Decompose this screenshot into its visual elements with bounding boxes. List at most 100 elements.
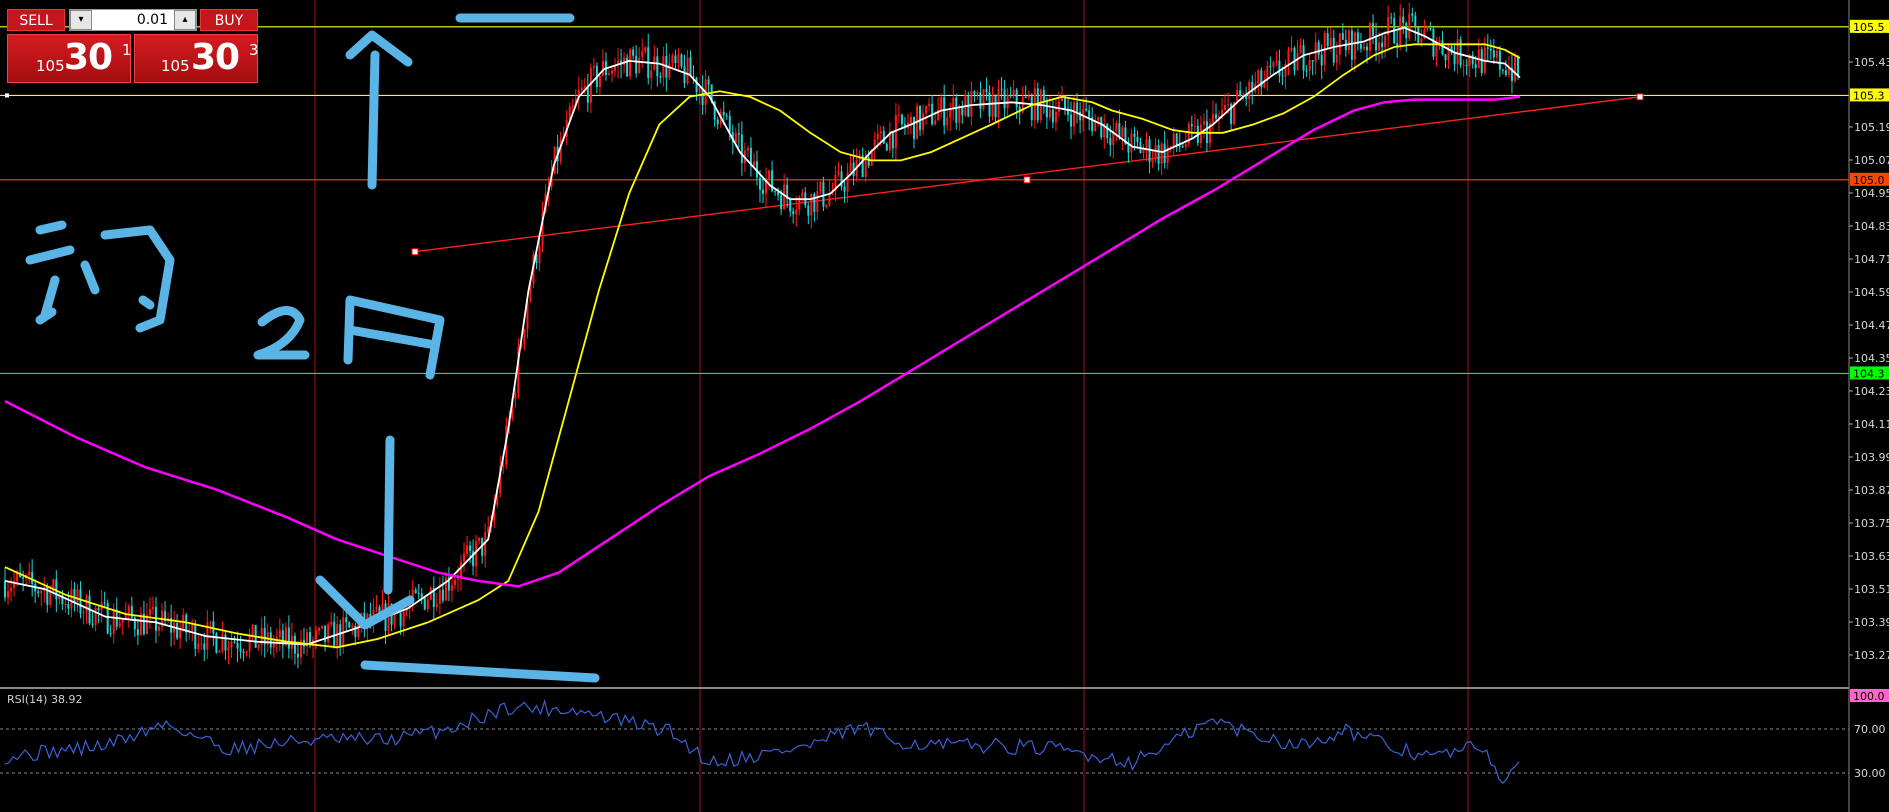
ask-price-button[interactable]: 105 30 3 [134, 34, 259, 83]
candle-body [242, 651, 245, 653]
candle-body [846, 172, 849, 192]
candle-body [1486, 47, 1489, 49]
annotation-up-arrow-shaft [367, 50, 380, 190]
candle-body [176, 622, 179, 639]
candle-body [885, 143, 888, 151]
candle-body [617, 60, 620, 66]
candle-body [1275, 60, 1278, 63]
candle-body [1266, 66, 1269, 81]
candle-body [1012, 89, 1015, 96]
candle-body [118, 622, 121, 627]
candle-body [215, 633, 218, 653]
candle-body [662, 56, 665, 78]
candle-body [810, 193, 813, 216]
level-anchor-handle [5, 93, 9, 98]
candle-body [1193, 125, 1196, 127]
candle-body [375, 607, 378, 610]
candle-body [351, 625, 354, 628]
annotation-kanji-yaku [25, 220, 175, 333]
price-level-tag [1850, 366, 1889, 380]
candle-body [1166, 146, 1169, 164]
candle-body [499, 466, 502, 494]
bid-price-pip: 1 [122, 41, 132, 59]
buy-button[interactable]: BUY [200, 9, 258, 31]
candle-body [257, 644, 260, 648]
candle-body [248, 636, 251, 652]
candle-body [671, 55, 674, 64]
candle-body [124, 614, 127, 620]
candle-body [520, 343, 523, 348]
candle-body [170, 618, 173, 633]
price-tick-label: 103.27 [1854, 649, 1889, 662]
horizontal-levels[interactable] [0, 26, 1849, 375]
candle-body [1474, 64, 1477, 69]
candle-body [1311, 60, 1314, 62]
candle-body [586, 85, 589, 103]
candle-body [1399, 16, 1402, 46]
candle-body [426, 599, 429, 610]
candle-body [269, 632, 272, 648]
candle-body [656, 56, 659, 77]
candle-body [1145, 139, 1148, 149]
candle-body [1000, 88, 1003, 90]
candle-body [1100, 117, 1103, 138]
candle-body [444, 577, 447, 601]
candle-body [1224, 104, 1227, 110]
candle-body [1109, 137, 1112, 145]
candle-body [852, 162, 855, 177]
candle-body [4, 580, 6, 598]
price-tick-label: 105.19 [1854, 121, 1889, 134]
candle-body [840, 171, 843, 187]
candle-body [955, 97, 958, 123]
candle-body [1130, 133, 1133, 153]
candle-body [1157, 144, 1160, 164]
candle-body [1085, 108, 1088, 111]
candle-body [203, 643, 206, 650]
candle-body [1420, 38, 1423, 43]
candle-body [897, 114, 900, 116]
price-level-tag-text: 104.3 [1853, 367, 1885, 380]
candle-body [795, 209, 798, 215]
candle-body [1248, 81, 1251, 99]
candle-body [749, 147, 752, 167]
lot-size-stepper[interactable]: ▾ 0.01 ▴ [69, 9, 197, 31]
candle-body [423, 597, 426, 610]
candle-body [22, 577, 25, 579]
candle-body [1347, 30, 1350, 51]
lot-size-value[interactable]: 0.01 [136, 12, 168, 28]
candle-body [1447, 46, 1450, 61]
candle-body [1163, 143, 1166, 164]
price-level-tag [1850, 172, 1889, 186]
candle-body [136, 629, 139, 636]
candle-body [106, 602, 109, 634]
candle-body [278, 630, 281, 638]
candle-body [287, 627, 290, 649]
candle-body [158, 626, 161, 631]
candle-body [49, 591, 52, 605]
candle-body [1218, 116, 1221, 119]
candle-body [64, 603, 67, 605]
candle-body [701, 87, 704, 105]
candle-body [13, 581, 16, 588]
lot-decrease-icon[interactable]: ▾ [70, 10, 92, 30]
sell-button[interactable]: SELL [7, 9, 65, 31]
rsi-line [4, 699, 1520, 784]
candle-body [813, 193, 816, 212]
candle-body [1133, 133, 1136, 137]
candle-body [774, 191, 777, 193]
candle-body [381, 603, 384, 613]
candle-body [1103, 123, 1106, 138]
candle-body [1350, 30, 1353, 60]
candle-body [1390, 17, 1393, 19]
candle-body [695, 77, 698, 93]
candle-body [638, 57, 641, 74]
bid-price-button[interactable]: 105 30 1 [7, 34, 132, 83]
candle-body [888, 131, 891, 151]
candle-body [755, 161, 758, 178]
moving-average-line [4, 43, 1521, 649]
candle-body [1148, 139, 1151, 163]
lot-increase-icon[interactable]: ▴ [174, 10, 196, 30]
candle-body [417, 592, 420, 594]
candle-body [1341, 33, 1344, 40]
